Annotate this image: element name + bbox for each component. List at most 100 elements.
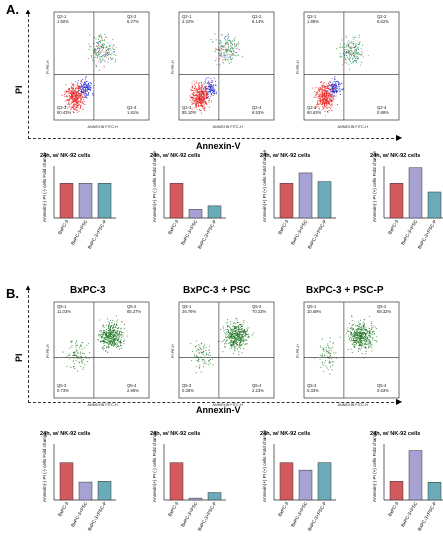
- flow-event: [199, 92, 201, 93]
- flow-event: [112, 336, 114, 338]
- flow-event: [110, 338, 112, 340]
- flow-event: [319, 93, 321, 95]
- quadrant-percent: 6.62%: [377, 19, 389, 24]
- flow-event: [89, 86, 90, 88]
- flow-event: [328, 106, 329, 108]
- chart-title: 24h, w/ NK-92 cells: [260, 153, 310, 159]
- flow-event: [199, 93, 201, 95]
- flow-event: [106, 337, 108, 338]
- flow-event: [111, 333, 112, 335]
- flow-event: [323, 348, 325, 350]
- flow-event: [324, 101, 325, 103]
- flow-event: [102, 349, 104, 351]
- flow-event: [222, 351, 224, 352]
- flow-event: [108, 327, 109, 329]
- flow-event: [108, 54, 109, 55]
- flow-event: [83, 87, 84, 89]
- flow-event: [353, 339, 354, 341]
- quadrant-name: Q2-2: [252, 14, 262, 19]
- flow-event: [109, 334, 111, 336]
- flow-event: [238, 351, 240, 353]
- flow-event: [73, 108, 75, 110]
- flow-event: [371, 344, 373, 346]
- flow-event: [200, 112, 202, 114]
- flow-event: [330, 88, 332, 90]
- flow-event: [200, 352, 202, 354]
- flow-event: [80, 81, 81, 82]
- flow-event: [206, 95, 208, 97]
- flow-event: [371, 327, 373, 329]
- flow-event: [319, 98, 321, 100]
- flow-event: [120, 338, 122, 340]
- flow-event: [110, 328, 111, 330]
- flow-event: [67, 104, 69, 106]
- flow-event: [201, 105, 203, 107]
- flow-event: [89, 89, 91, 91]
- flow-event: [222, 325, 224, 327]
- flow-event: [96, 42, 97, 43]
- flow-event: [204, 344, 206, 346]
- flow-event: [103, 337, 105, 339]
- flow-event: [245, 331, 247, 333]
- flow-event: [225, 343, 227, 345]
- flow-event: [346, 52, 348, 54]
- flow-event: [114, 338, 116, 339]
- flow-event: [95, 49, 97, 51]
- flow-event: [71, 90, 72, 92]
- flow-event: [110, 340, 112, 341]
- flow-event: [348, 63, 350, 65]
- flow-event: [230, 335, 231, 337]
- flow-event: [323, 88, 325, 90]
- flow-event: [367, 331, 368, 333]
- flow-event: [238, 335, 240, 337]
- flow-event: [199, 90, 200, 92]
- flow-event: [236, 345, 238, 346]
- flow-event: [324, 104, 326, 105]
- flow-event: [358, 326, 360, 328]
- flow-event: [75, 95, 77, 97]
- flow-event: [209, 359, 211, 360]
- flow-event: [117, 344, 119, 346]
- flow-event: [67, 96, 69, 98]
- flow-event: [103, 331, 105, 333]
- flow-event: [68, 89, 70, 91]
- flow-event: [79, 92, 81, 94]
- quadrant-name: Q5-4: [127, 383, 137, 388]
- flow-event: [84, 93, 86, 95]
- flow-event: [210, 84, 211, 85]
- flow-event: [201, 84, 203, 85]
- flow-event: [105, 331, 107, 333]
- bar: [279, 462, 294, 501]
- flow-event: [332, 86, 334, 88]
- flow-event: [95, 48, 97, 50]
- flow-event: [206, 97, 207, 99]
- flow-event: [353, 341, 355, 343]
- flow-event: [213, 77, 215, 79]
- flow-event: [73, 100, 75, 102]
- flow-event: [97, 52, 99, 54]
- flow-event: [104, 335, 106, 337]
- flow-event: [228, 40, 230, 42]
- flow-event: [67, 99, 69, 101]
- flow-event: [193, 100, 195, 102]
- flow-event: [81, 362, 83, 364]
- flow-event: [211, 89, 213, 91]
- flow-event: [100, 61, 102, 63]
- flow-event: [112, 342, 114, 344]
- flow-event: [234, 326, 235, 327]
- flow-event: [101, 60, 103, 62]
- flow-event: [330, 90, 332, 92]
- flow-event: [202, 106, 204, 108]
- flow-event: [82, 92, 84, 93]
- flow-event: [109, 326, 111, 328]
- flow-event: [101, 335, 102, 337]
- flow-event: [107, 339, 108, 341]
- flow-event: [78, 89, 80, 90]
- flow-event: [323, 91, 325, 93]
- flow-event: [223, 46, 225, 47]
- flow-event: [360, 344, 362, 346]
- flow-event: [331, 358, 332, 360]
- flow-event: [201, 92, 203, 94]
- flow-event: [88, 49, 90, 50]
- flow-event: [102, 340, 104, 341]
